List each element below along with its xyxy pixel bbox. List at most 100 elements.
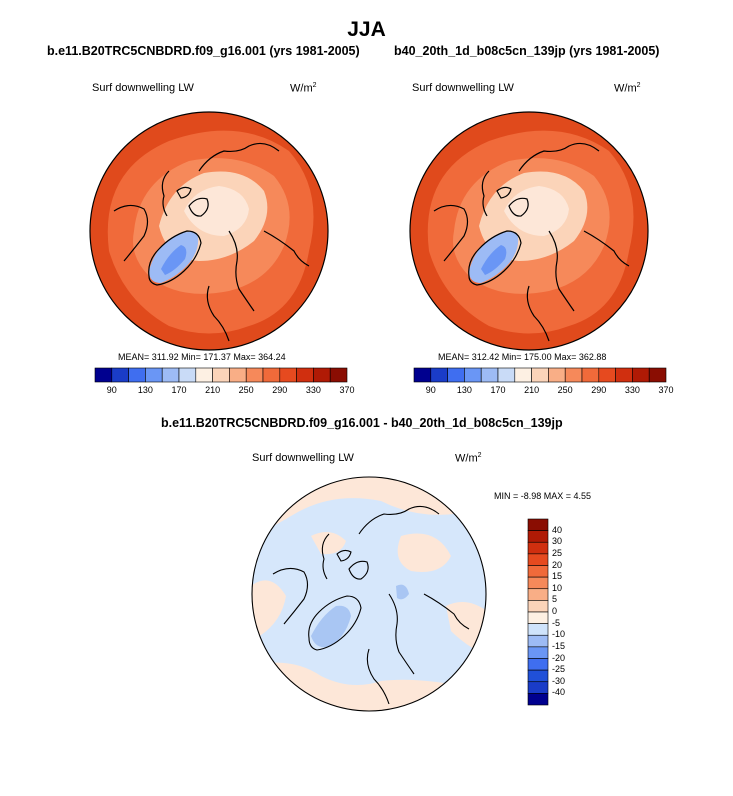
- diff-stats-label: MIN = -8.98 MAX = 4.55: [494, 491, 592, 501]
- diff-colorbar-tick-label: 30: [552, 536, 563, 547]
- diff-coastline-1: [272, 567, 309, 625]
- coastline-4: [526, 285, 550, 342]
- diff-colorbar-tick-label: 15: [552, 571, 563, 582]
- diff-variable-label: Surf downwelling LW: [252, 452, 354, 464]
- diff-field-cold-0: [311, 605, 351, 648]
- diff-coastline-8: [336, 549, 352, 562]
- diff-colorbar-swatch: [527, 611, 549, 624]
- colorbar-swatch: [480, 367, 499, 383]
- colorbar-swatch: [447, 367, 465, 383]
- coastline-8: [176, 186, 192, 199]
- left-polar-map: [89, 111, 329, 351]
- left-variable-label: Surf downwelling LW: [92, 82, 194, 94]
- colorbar-tick-label: 130: [456, 385, 472, 395]
- diff-colorbar-swatch: [527, 693, 549, 706]
- colorbar-swatch: [245, 367, 264, 383]
- colorbar-swatch: [178, 367, 197, 383]
- map-border: [89, 111, 329, 351]
- colorbar-tick-label: 130: [137, 385, 153, 395]
- colorbar-swatch: [128, 367, 146, 383]
- diff-field-warm-5: [311, 532, 346, 555]
- colorbar-swatch: [413, 367, 432, 383]
- colorbar-swatch: [531, 367, 549, 383]
- diff-colorbar-tick-label: -25: [552, 664, 566, 675]
- diff-map-border: [251, 476, 487, 712]
- diff-colorbar-labels: 40 30 25 20 15 10 5 0 -5 -10 -15 -20 -25 -30 -40: [552, 519, 592, 705]
- coastline-0: [468, 230, 522, 286]
- coastline-3: [548, 230, 575, 312]
- colorbar-tick-label: 370: [658, 385, 674, 395]
- colorbar-swatch: [296, 367, 314, 383]
- coastline-7: [188, 197, 209, 217]
- season-title: JJA: [347, 18, 386, 41]
- coastline-1: [433, 204, 469, 262]
- left-colorbar-labels: 90 130 170 210 250 290 330 370: [95, 385, 355, 397]
- colorbar-tick-label: 90: [106, 385, 117, 395]
- diff-colorbar-tick-label: 0: [552, 606, 558, 616]
- coastline-4: [206, 285, 230, 342]
- diff-colorbar-swatch: [527, 565, 549, 578]
- map-border: [409, 111, 649, 351]
- colorbar-swatch: [279, 367, 297, 383]
- colorbar-swatch: [145, 367, 163, 383]
- diff-coastline-6: [321, 533, 330, 580]
- colorbar-swatch: [94, 367, 113, 383]
- diff-colorbar-tick-label: -15: [552, 640, 566, 651]
- diff-colorbar-swatch: [527, 576, 549, 590]
- coastline-5: [263, 230, 310, 267]
- diff-units-label: W/m2: [455, 452, 482, 465]
- colorbar-tick-label: 210: [205, 385, 221, 395]
- colorbar-swatch: [564, 367, 583, 383]
- diff-colorbar-swatch: [527, 646, 549, 659]
- coastline-8: [496, 186, 512, 199]
- colorbar-swatch: [581, 367, 600, 383]
- diff-colorbar-swatch: [527, 681, 549, 694]
- diff-coastline-4: [366, 648, 390, 705]
- colorbar-swatch: [313, 367, 331, 383]
- left-stats-label: MEAN= 311.92 Min= 171.37 Max= 364.24: [118, 352, 286, 362]
- right-units-label: W/m2: [614, 82, 641, 95]
- left-colorbar: [94, 367, 348, 383]
- colorbar-swatch: [161, 367, 180, 383]
- colorbar-swatch: [615, 367, 633, 383]
- diff-colorbar-tick-label: -5: [552, 617, 561, 628]
- coastline-5: [583, 230, 630, 267]
- diff-colorbar-swatch: [527, 541, 549, 555]
- colorbar-tick-label: 210: [524, 385, 540, 395]
- diff-colorbar: [527, 518, 549, 706]
- colorbar-tick-label: 170: [171, 385, 187, 395]
- colorbar-tick-label: 90: [425, 385, 436, 395]
- diff-colorbar-swatch: [527, 588, 549, 601]
- colorbar-swatch: [514, 367, 532, 383]
- colorbar-swatch: [229, 367, 247, 383]
- diff-colorbar-swatch: [527, 658, 549, 671]
- colorbar-swatch: [648, 367, 667, 383]
- coastline-3: [228, 230, 255, 312]
- colorbar-swatch: [212, 367, 230, 383]
- diff-colorbar-tick-label: 25: [552, 547, 563, 558]
- right-stats-label: MEAN= 312.42 Min= 175.00 Max= 362.88: [438, 352, 607, 362]
- colorbar-tick-label: 170: [490, 385, 506, 395]
- greenland-core-field: [481, 245, 507, 275]
- colorbar-tick-label: 250: [238, 385, 254, 395]
- diff-field-warm-2: [397, 533, 451, 572]
- diff-colorbar-swatch: [527, 553, 549, 566]
- colorbar-swatch: [430, 367, 448, 383]
- diff-coastline-2: [358, 505, 440, 535]
- diff-field-cold-1: [396, 584, 409, 600]
- colorbar-swatch: [195, 367, 213, 383]
- coastline-2: [518, 142, 600, 172]
- colorbar-tick-label: 290: [272, 385, 288, 395]
- colorbar-tick-label: 290: [591, 385, 607, 395]
- colorbar-swatch: [497, 367, 516, 383]
- coastline-6: [161, 170, 170, 217]
- diff-polar-map: [251, 476, 487, 712]
- left-units-label: W/m2: [290, 82, 317, 95]
- right-case-title: b40_20th_1d_b08c5cn_139jp (yrs 1981-2005…: [394, 44, 660, 58]
- diff-colorbar-swatch: [527, 634, 549, 648]
- right-colorbar-labels: 90 130 170 210 250 290 330 370: [414, 385, 674, 397]
- diff-coastline-3: [388, 593, 415, 675]
- diff-colorbar-tick-label: -10: [552, 629, 566, 640]
- diff-coastline-0: [308, 595, 362, 651]
- coastline-0: [148, 230, 202, 286]
